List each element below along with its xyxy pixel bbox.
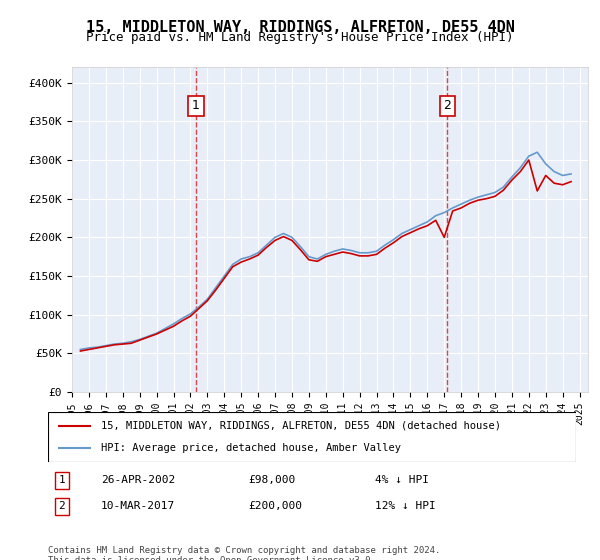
Text: Price paid vs. HM Land Registry's House Price Index (HPI): Price paid vs. HM Land Registry's House … [86, 31, 514, 44]
Text: 4% ↓ HPI: 4% ↓ HPI [376, 475, 430, 486]
Text: 10-MAR-2017: 10-MAR-2017 [101, 501, 175, 511]
Text: 1: 1 [192, 99, 200, 113]
Text: 15, MIDDLETON WAY, RIDDINGS, ALFRETON, DE55 4DN (detached house): 15, MIDDLETON WAY, RIDDINGS, ALFRETON, D… [101, 421, 501, 431]
Text: Contains HM Land Registry data © Crown copyright and database right 2024.
This d: Contains HM Land Registry data © Crown c… [48, 546, 440, 560]
Text: £98,000: £98,000 [248, 475, 296, 486]
Text: HPI: Average price, detached house, Amber Valley: HPI: Average price, detached house, Ambe… [101, 443, 401, 453]
Text: 2: 2 [59, 501, 65, 511]
Text: 12% ↓ HPI: 12% ↓ HPI [376, 501, 436, 511]
Text: 1: 1 [59, 475, 65, 486]
Text: 26-APR-2002: 26-APR-2002 [101, 475, 175, 486]
Text: 15, MIDDLETON WAY, RIDDINGS, ALFRETON, DE55 4DN: 15, MIDDLETON WAY, RIDDINGS, ALFRETON, D… [86, 20, 514, 35]
Text: 2: 2 [443, 99, 451, 113]
FancyBboxPatch shape [48, 412, 576, 462]
Text: £200,000: £200,000 [248, 501, 302, 511]
